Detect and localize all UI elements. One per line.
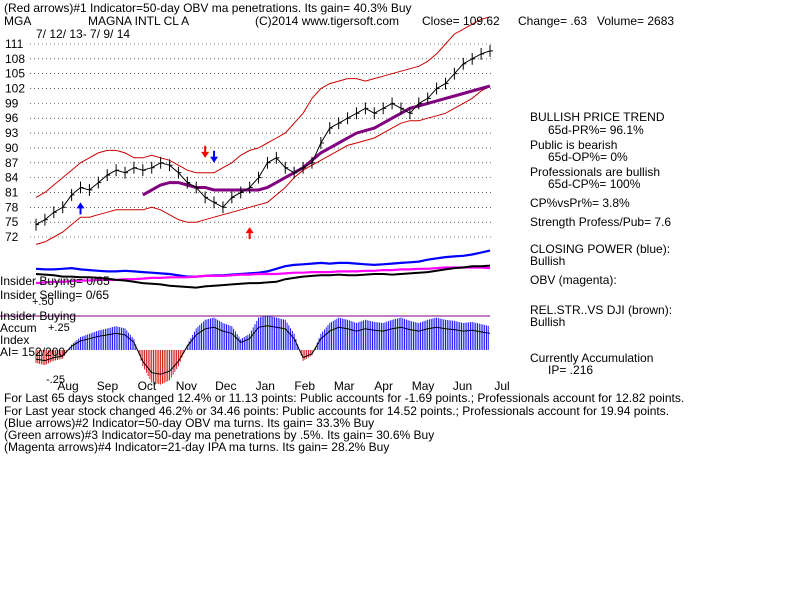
accum-scale-m25: -.25: [46, 374, 65, 386]
strength-value: Strength Profess/Pub= 7.6: [530, 215, 672, 229]
y-tick-102: 102: [5, 82, 25, 96]
x-tick-jun: Jun: [453, 379, 472, 393]
y-tick-96: 96: [5, 111, 19, 125]
y-tick-108: 108: [5, 52, 25, 66]
price-close-line: [35, 50, 491, 226]
upper-band-line: [35, 16, 491, 198]
public-title: Public is bearish: [530, 138, 618, 152]
date-range: 7/ 12/ 13- 7/ 9/ 14: [36, 27, 131, 41]
indicator-1-line: (Red arrows)#1 Indicator=50-day OBV ma p…: [4, 1, 412, 15]
blue-down-arrow: [210, 150, 219, 163]
ticker-symbol: MGA: [4, 14, 32, 28]
accum-label: Accum: [0, 321, 37, 335]
y-tick-78: 78: [5, 200, 19, 214]
copyright: (C)2014 www.tigersoft.com: [255, 14, 400, 28]
x-tick-jul: Jul: [494, 379, 509, 393]
x-tick-aug: Aug: [57, 379, 78, 393]
accumulation-status: Currently Accumulation: [530, 351, 654, 365]
pros-title: Professionals are bullish: [530, 165, 661, 179]
insider-buying-count: Insider Buying= 0/65: [0, 274, 110, 288]
x-tick-may: May: [412, 379, 435, 393]
y-tick-84: 84: [5, 171, 19, 185]
x-tick-mar: Mar: [334, 379, 355, 393]
volume-value: Volume= 2683: [597, 14, 675, 28]
insider-selling-count: Insider Selling= 0/65: [0, 288, 110, 302]
month-axis: Aug Sep Oct Nov Dec Jan Feb Mar Apr May Jun Jul: [57, 379, 509, 393]
pr-value: 65d-PR%= 96.1%: [548, 123, 644, 137]
y-tick-90: 90: [5, 141, 19, 155]
y-tick-111: 111: [5, 37, 24, 51]
closing-power-value: Bullish: [530, 254, 566, 268]
x-tick-oct: Oct: [138, 379, 157, 393]
indicator-2-line: (Blue arrows)#2 Indicator=50-day OBV ma …: [4, 416, 375, 430]
ip-value: IP= .216: [548, 363, 594, 377]
close-value: Close= 109.62: [422, 14, 500, 28]
accumulation-histogram: [35, 315, 491, 385]
indicator-3-line: (Green arrows)#3 Indicator=50-day ma pen…: [4, 428, 435, 442]
series-layer: [35, 16, 493, 289]
x-tick-feb: Feb: [294, 379, 315, 393]
cp-value: 65d-CP%= 100%: [548, 177, 641, 191]
x-tick-apr: Apr: [374, 379, 393, 393]
footer-65day: For Last 65 days stock changed 12.4% or …: [4, 391, 685, 405]
insider-buying-label: Insider Buying: [0, 309, 77, 323]
signal-arrows: [76, 145, 254, 240]
y-tick-99: 99: [5, 96, 19, 110]
footer-year: For Last year stock changed 46.2% or 34.…: [4, 404, 670, 418]
obv-title: OBV (magenta):: [530, 273, 617, 287]
ai-value: AI= 152/200: [0, 345, 66, 359]
accum-ma-line: [35, 325, 491, 375]
closing-power-line: [35, 249, 491, 278]
x-tick-sep: Sep: [97, 379, 119, 393]
y-tick-87: 87: [5, 156, 19, 170]
company-name: MAGNA INTL CL A: [88, 14, 190, 28]
x-tick-dec: Dec: [215, 379, 236, 393]
price-grid: [0, 43, 494, 317]
y-tick-81: 81: [5, 185, 19, 199]
relstr-title: REL.STR..VS DJI (brown):: [530, 303, 673, 317]
relstr-value: Bullish: [530, 315, 566, 329]
op-value: 65d-OP%= 0%: [548, 150, 628, 164]
indicator-4-line: (Magenta arrows)#4 Indicator=21-day IPA …: [4, 440, 390, 454]
lower-band-line: [35, 85, 491, 245]
x-tick-jan: Jan: [256, 379, 275, 393]
y-tick-75: 75: [5, 215, 19, 229]
closing-power-title: CLOSING POWER (blue):: [530, 242, 671, 256]
ma50-line: [142, 84, 491, 197]
relstr-line: [35, 264, 491, 289]
x-tick-nov: Nov: [176, 379, 197, 393]
change-value: Change= .63: [518, 14, 588, 28]
trend-title: BULLISH PRICE TREND: [530, 110, 665, 124]
accum-scale-p25: +.25: [48, 322, 70, 334]
blue-up-arrow: [76, 202, 85, 215]
y-tick-93: 93: [5, 126, 19, 140]
cpvspr-value: CP%vsPr%= 3.8%: [530, 196, 630, 210]
y-tick-72: 72: [5, 230, 19, 244]
red-up-arrow: [245, 227, 254, 240]
index-label: Index: [0, 333, 30, 347]
accum-scale-p50: +.50: [32, 296, 54, 308]
red-down-arrow: [201, 145, 210, 158]
y-tick-105: 105: [5, 67, 25, 81]
